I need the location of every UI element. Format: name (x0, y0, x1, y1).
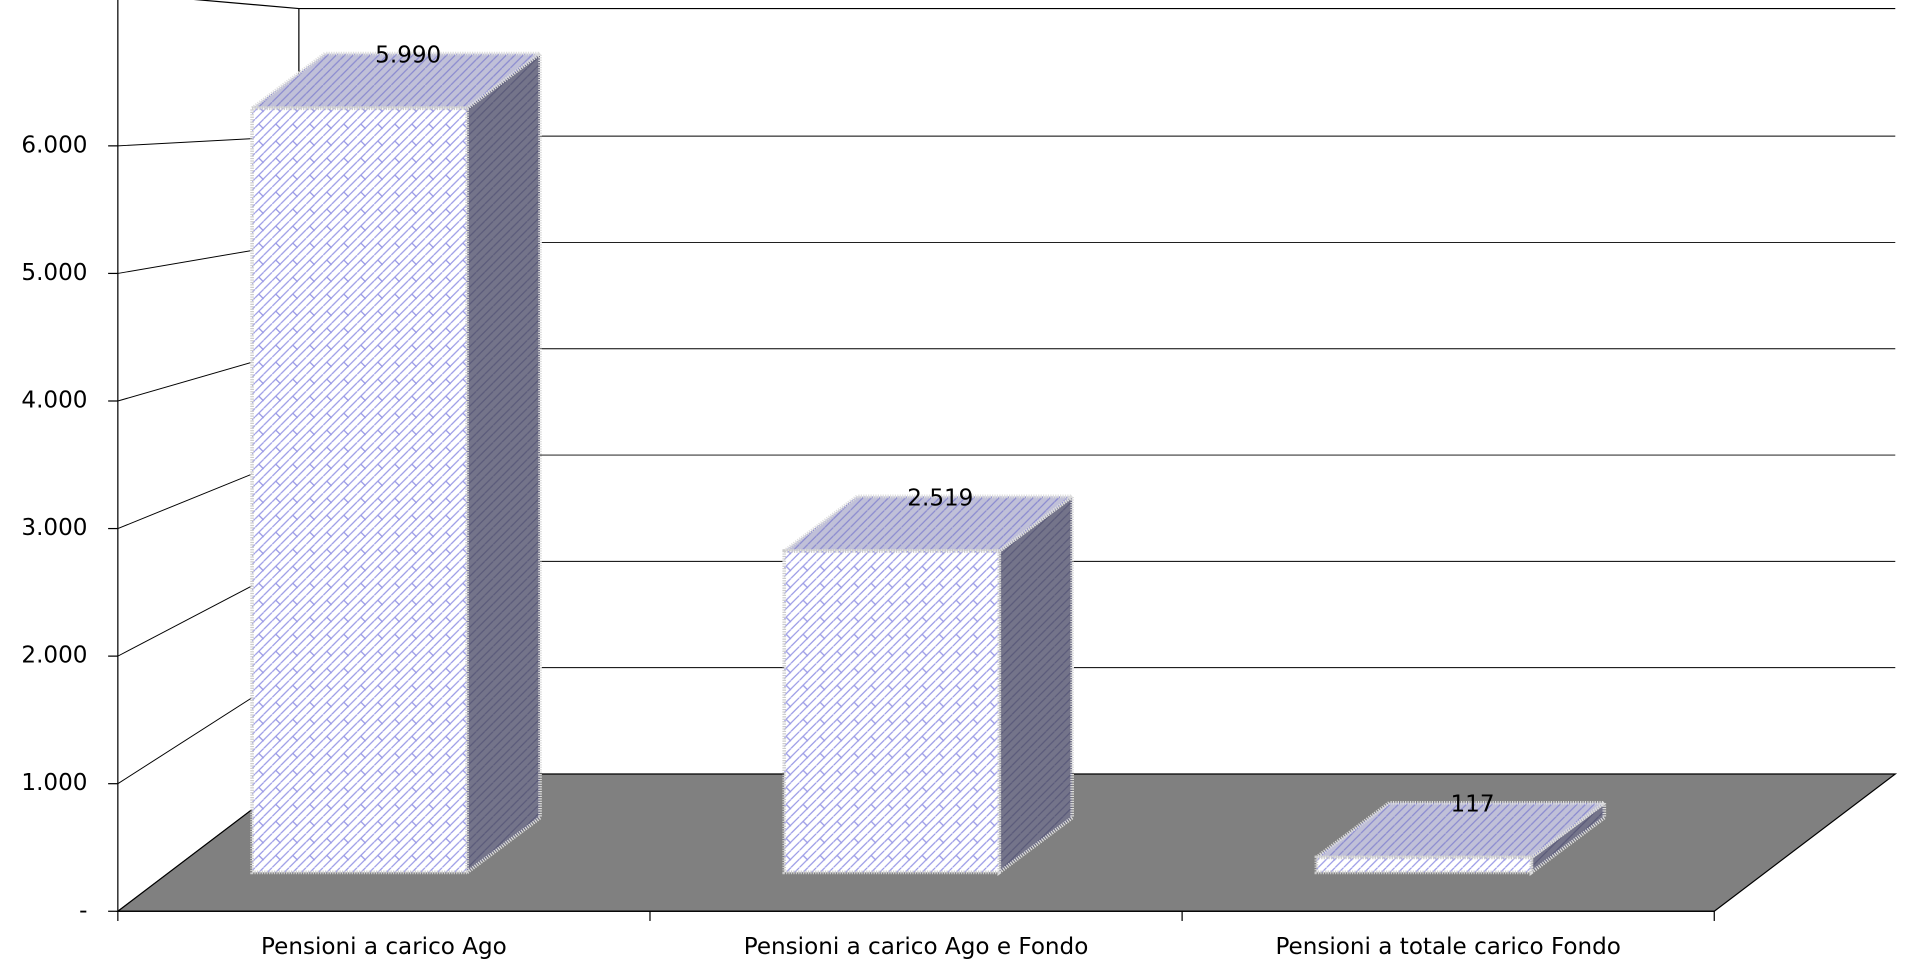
bar (782, 549, 1002, 875)
bar-side (465, 49, 542, 877)
y-tick-label: 6.000 (21, 132, 87, 158)
x-tick-label: Pensioni a totale carico Fondo (1275, 934, 1620, 960)
y-tick-label: 1.000 (21, 770, 87, 796)
y-tick-label: - (79, 898, 87, 924)
bar (1314, 855, 1534, 875)
y-tick-label: 5.000 (21, 260, 87, 286)
bar (250, 106, 469, 875)
value-label: 5.990 (375, 43, 441, 69)
value-label: 117 (1450, 792, 1494, 818)
x-tick-label: Pensioni a carico Ago (261, 934, 507, 960)
y-tick-label: 4.000 (21, 387, 87, 413)
y-tick-label: 3.000 (21, 515, 87, 541)
bar-side (997, 492, 1074, 877)
y-tick-label: 2.000 (21, 643, 87, 669)
x-tick-label: Pensioni a carico Ago e Fondo (744, 934, 1089, 960)
side-outline (117, 0, 299, 912)
value-label: 2.519 (907, 485, 973, 511)
